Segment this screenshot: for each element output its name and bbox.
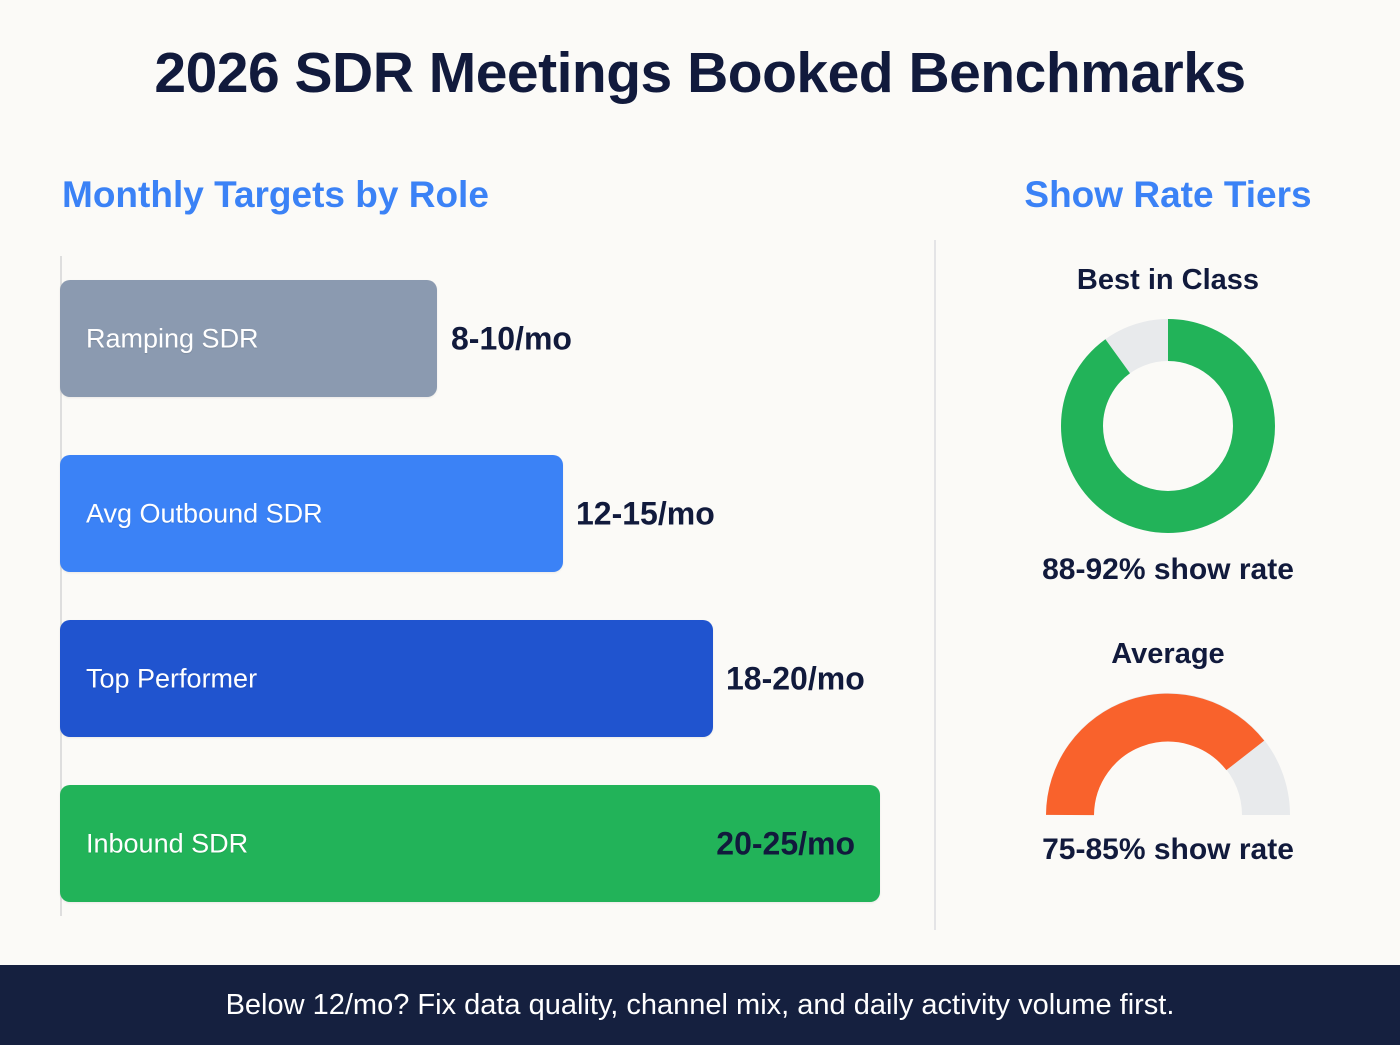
footer-text: Below 12/mo? Fix data quality, channel m… bbox=[225, 988, 1175, 1021]
panel-divider bbox=[934, 240, 936, 930]
tier-caption-best-in-class: 88-92% show rate bbox=[1042, 553, 1294, 586]
left-panel-heading: Monthly Targets by Role bbox=[62, 174, 489, 215]
bar-row-top-performer: Top Performer 18-20/mo bbox=[60, 620, 935, 737]
bar-label-top-performer: Top Performer bbox=[86, 663, 258, 693]
page-title: 2026 SDR Meetings Booked Benchmarks bbox=[154, 41, 1246, 105]
right-panel-heading: Show Rate Tiers bbox=[1024, 174, 1312, 215]
bar-row-inbound-sdr: Inbound SDR 20-25/mo bbox=[60, 785, 935, 902]
gauge-chart-average bbox=[1046, 693, 1290, 816]
bar-value-top-performer: 18-20/mo bbox=[726, 660, 865, 696]
donut-chart-best-in-class bbox=[1061, 319, 1275, 533]
bar-row-avg-outbound-sdr: Avg Outbound SDR 12-15/mo bbox=[60, 455, 935, 572]
chart-axis-line bbox=[60, 256, 62, 916]
bar-label-inbound-sdr: Inbound SDR bbox=[86, 828, 249, 858]
bar-inbound-sdr: Inbound SDR 20-25/mo bbox=[60, 785, 880, 902]
show-rate-tiers-panel: Show Rate Tiers Best in Class 88-92% sho… bbox=[936, 160, 1400, 950]
bar-value-inbound-sdr: 20-25/mo bbox=[716, 825, 855, 861]
bar-value-avg-outbound-sdr: 12-15/mo bbox=[576, 495, 715, 531]
bar-label-avg-outbound-sdr: Avg Outbound SDR bbox=[86, 498, 323, 528]
monthly-targets-panel: Monthly Targets by Role Ramping SDR 8-10… bbox=[0, 160, 935, 950]
tier-best-in-class: Best in Class 88-92% show rate bbox=[936, 264, 1400, 587]
tier-title-best-in-class: Best in Class bbox=[1076, 264, 1260, 296]
tier-title-average: Average bbox=[1111, 638, 1225, 670]
tier-caption-average: 75-85% show rate bbox=[1042, 833, 1294, 866]
bar-ramping-sdr: Ramping SDR bbox=[60, 280, 437, 397]
tier-average: Average 75-85% show rate bbox=[936, 638, 1400, 867]
bar-label-ramping-sdr: Ramping SDR bbox=[86, 323, 259, 353]
bar-row-ramping-sdr: Ramping SDR 8-10/mo bbox=[60, 280, 935, 397]
bar-top-performer: Top Performer bbox=[60, 620, 713, 737]
bar-avg-outbound-sdr: Avg Outbound SDR bbox=[60, 455, 563, 572]
bar-value-ramping-sdr: 8-10/mo bbox=[451, 320, 572, 356]
footer-banner: Below 12/mo? Fix data quality, channel m… bbox=[0, 965, 1400, 1045]
